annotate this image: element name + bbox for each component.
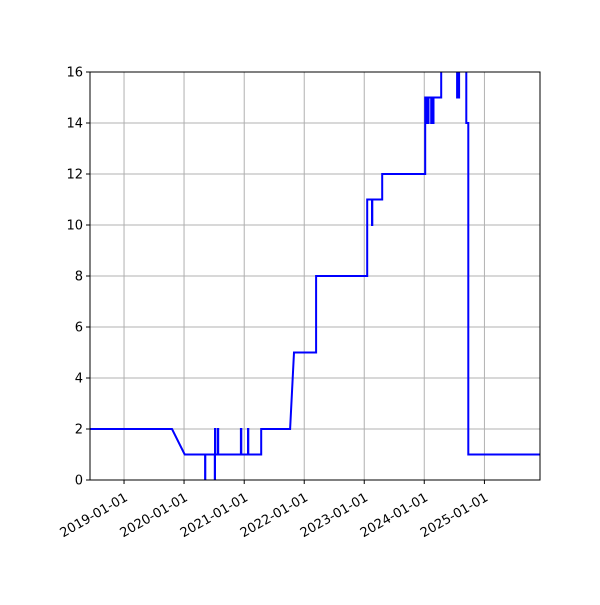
x-tick-label: 2024-01-01 <box>358 490 431 541</box>
y-tick-label: 16 <box>66 66 83 81</box>
y-tick-label: 6 <box>75 321 83 336</box>
series-line <box>90 72 540 480</box>
y-tick-label: 14 <box>66 117 83 132</box>
y-tick-label: 12 <box>66 168 83 183</box>
y-tick-label: 8 <box>75 270 83 285</box>
y-tick-label: 0 <box>75 474 83 489</box>
x-tick-label: 2020-01-01 <box>118 490 191 541</box>
grid <box>90 71 540 481</box>
y-tick-label: 2 <box>75 423 83 438</box>
y-tick-label: 4 <box>75 372 83 387</box>
x-tick-label: 2025-01-01 <box>418 490 491 541</box>
y-tick-label: 10 <box>66 219 83 234</box>
